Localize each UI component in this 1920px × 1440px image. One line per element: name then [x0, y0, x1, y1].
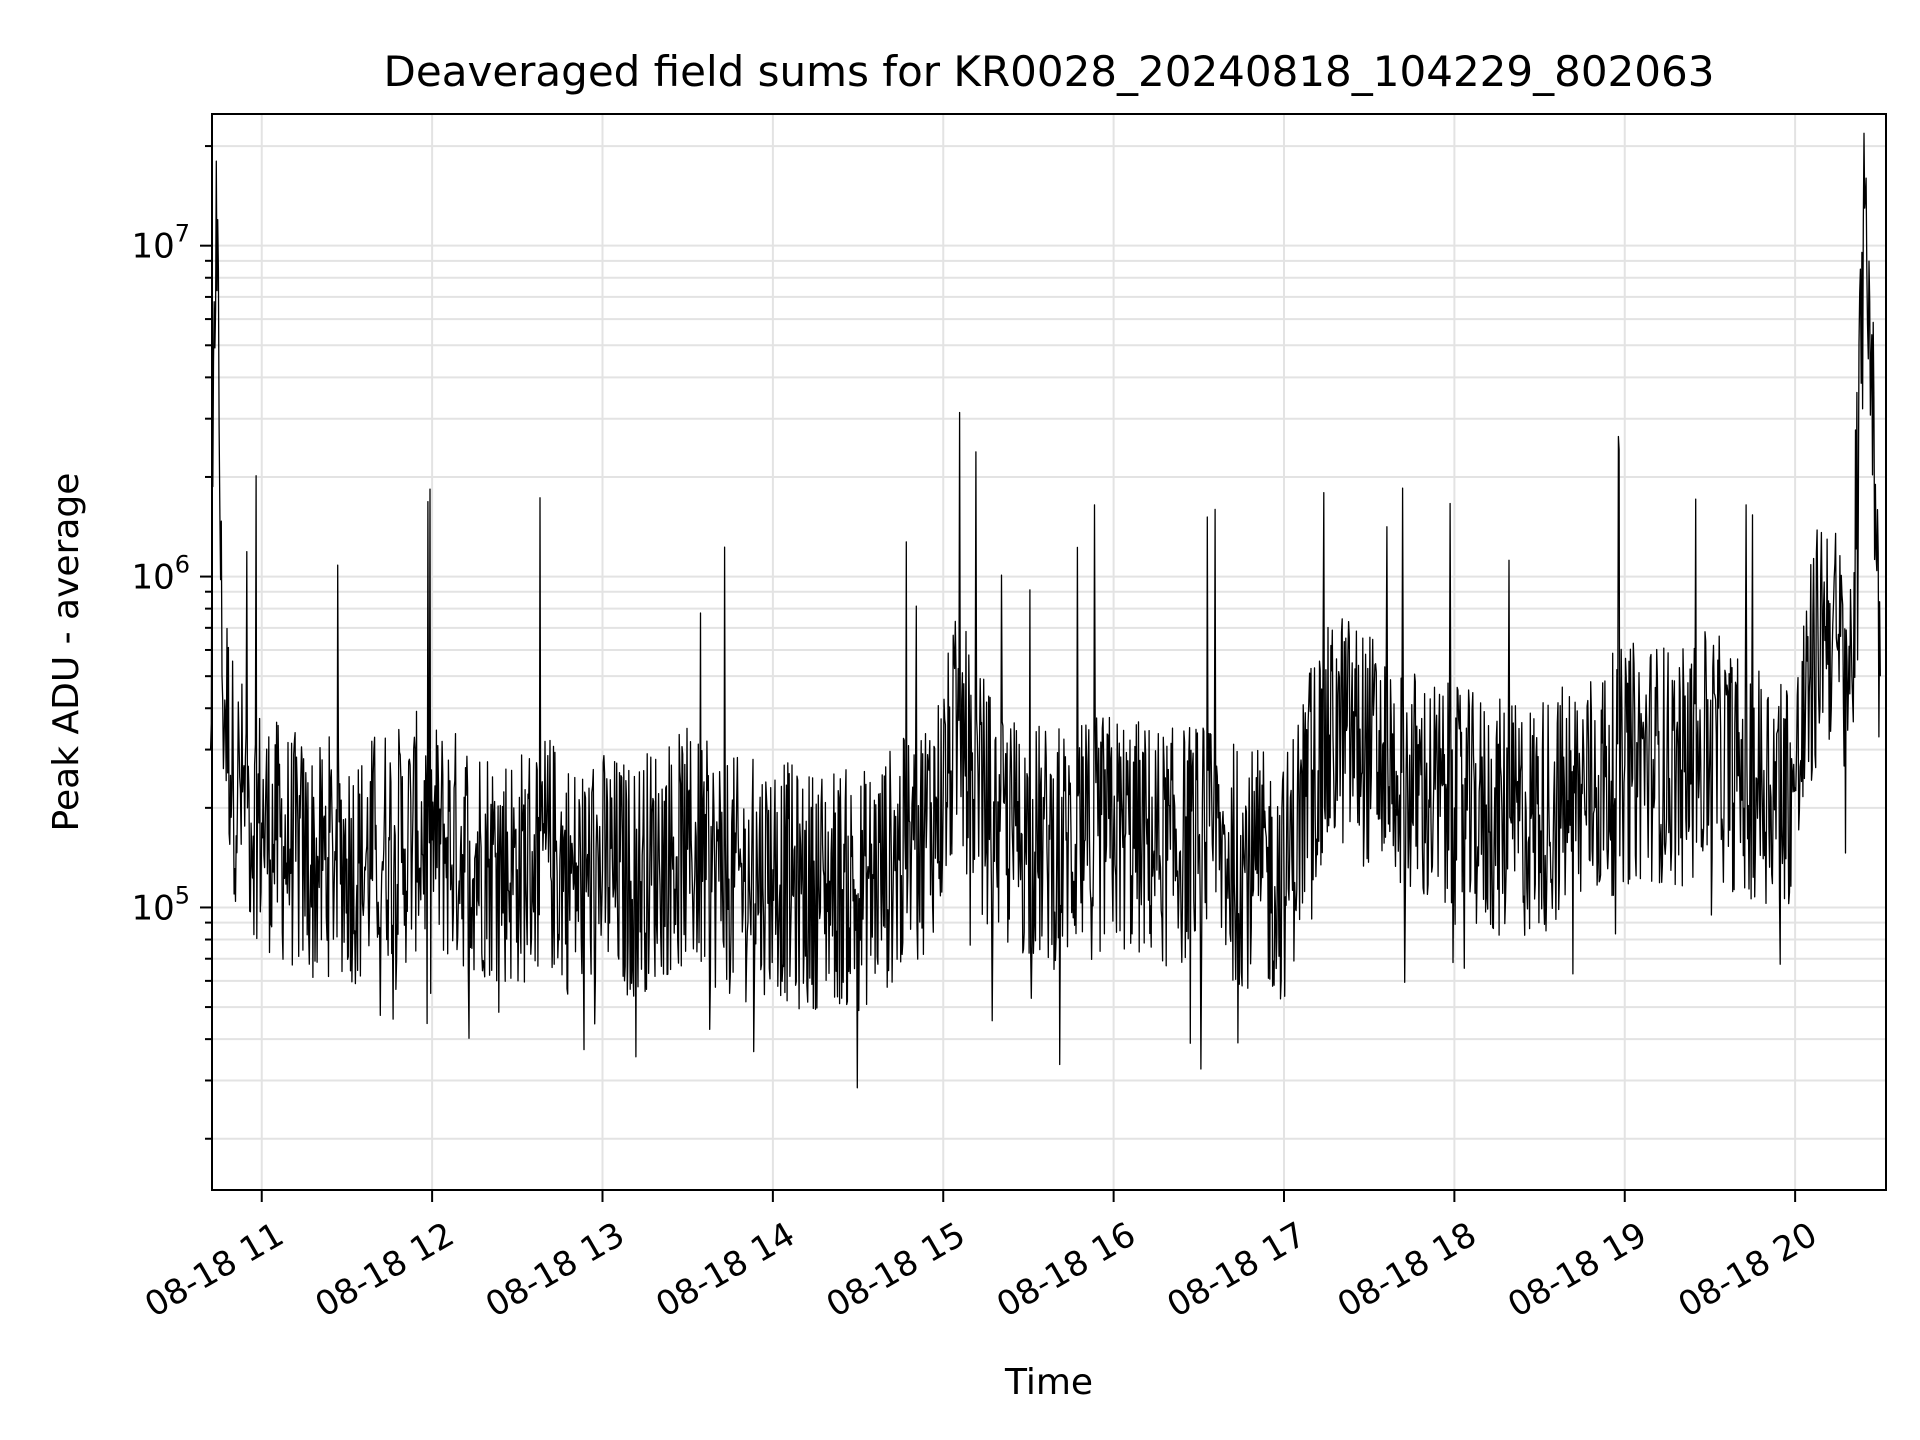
- x-tick-label: 08-18 17: [1161, 1215, 1313, 1326]
- x-tick-label: 08-18 16: [990, 1215, 1142, 1326]
- y-tick-label: 106: [131, 551, 190, 598]
- x-tick-label: 08-18 18: [1331, 1215, 1483, 1326]
- x-axis: 08-18 11 08-18 12 08-18 13 08-18 14 08-18 15…: [138, 1190, 1824, 1326]
- x-tick-label: 08-18 11: [138, 1215, 290, 1326]
- x-tick-label: 08-18 20: [1672, 1215, 1824, 1326]
- y-axis-label: Peak ADU - average: [46, 473, 87, 832]
- y-axis: 105 106 107: [131, 145, 212, 1140]
- x-tick-label: 08-18 19: [1501, 1215, 1653, 1326]
- x-tick-label: 08-18 15: [820, 1215, 972, 1326]
- plot-frame: [211, 113, 1887, 1191]
- x-axis-label: Time: [1004, 1362, 1093, 1403]
- y-tick-label: 107: [131, 220, 190, 267]
- y-tick-label: 105: [131, 881, 190, 928]
- series-layer: [209, 132, 1881, 1089]
- x-tick-label: 08-18 12: [309, 1215, 461, 1326]
- chart-title: Deaveraged field sums for KR0028_2024081…: [384, 47, 1715, 96]
- series-line: [209, 132, 1881, 1089]
- x-tick-label: 08-18 14: [649, 1215, 801, 1326]
- grid: [212, 114, 1886, 1190]
- x-tick-label: 08-18 13: [479, 1215, 631, 1326]
